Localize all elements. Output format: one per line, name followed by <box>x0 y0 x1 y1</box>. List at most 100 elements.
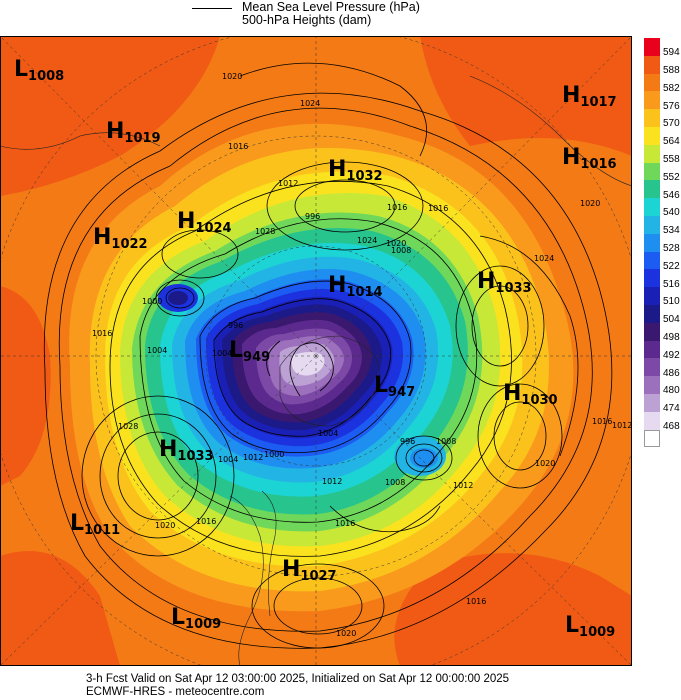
isobar-label: 1008 <box>385 478 405 487</box>
isobar-label: 1016 <box>428 204 448 213</box>
isobar-label: 1004 <box>212 349 232 358</box>
isobar-label: 1004 <box>318 429 338 438</box>
isobar-line-sample <box>192 8 232 9</box>
pressure-center: H1030 <box>503 381 558 408</box>
colorbar-label: 582 <box>663 82 680 94</box>
colorbar-label: 564 <box>663 136 680 148</box>
map-frame <box>0 36 632 666</box>
isobar-label: 1020 <box>580 199 600 208</box>
isobar-label: 1016 <box>335 519 355 528</box>
colorbar-swatch <box>644 73 660 92</box>
pressure-center: H1022 <box>93 225 148 252</box>
isobar-label: 1024 <box>300 99 320 108</box>
colorbar-swatch <box>644 358 660 377</box>
isobar-label: 1020 <box>222 72 242 81</box>
colorbar-label: 528 <box>663 242 680 254</box>
colorbar-label: 492 <box>663 349 680 361</box>
colorbar-label: 540 <box>663 207 680 219</box>
colorbar-label: 594 <box>663 47 680 59</box>
pressure-center: L1008 <box>14 57 64 84</box>
isobar-labels: 1020 1024 1016 1012 996 1028 1016 1016 1… <box>92 72 632 638</box>
colorbar-label: 552 <box>663 171 680 183</box>
isobar-label: 1020 <box>535 459 555 468</box>
isobar-label: 1024 <box>357 236 377 245</box>
weather-map: 1020 1024 1016 1012 996 1028 1016 1016 1… <box>0 36 632 666</box>
isobar-label: 1016 <box>466 597 486 606</box>
pressure-center: H1019 <box>106 119 161 146</box>
colorbar-swatch <box>644 429 660 448</box>
isobar-label: 1012 <box>612 421 632 430</box>
forecast-valid-text: 3-h Fcst Valid on Sat Apr 12 03:00:00 20… <box>86 673 510 685</box>
colorbar-swatch <box>644 198 660 216</box>
colorbar-swatch <box>644 215 660 234</box>
isobar-label: 1016 <box>196 517 216 526</box>
colorbar-label: 504 <box>663 314 680 326</box>
colorbar-swatch <box>644 251 660 270</box>
pressure-center: L1011 <box>70 511 120 538</box>
legend-heights-label: 500-hPa Heights (dam) <box>242 13 372 27</box>
pressure-center: H1024 <box>177 209 232 236</box>
isobar-label: 1028 <box>255 227 275 236</box>
colorbar-swatch <box>644 126 660 145</box>
colorbar-label: 486 <box>663 367 680 379</box>
isobar-label: 1020 <box>336 629 356 638</box>
isobar-label: 996 <box>305 212 320 221</box>
isobar-label: 1000 <box>142 297 162 306</box>
colorbar-swatch <box>644 144 660 163</box>
height-field-594-nw <box>0 36 220 196</box>
colorbar-label: 474 <box>663 403 680 415</box>
colorbar-swatch <box>644 393 660 412</box>
colorbar-label: 498 <box>663 331 680 343</box>
colorbar-swatch <box>644 376 660 394</box>
colorbar <box>644 38 660 448</box>
pressure-center: L947 <box>374 373 415 400</box>
pressure-center: H1032 <box>328 157 383 184</box>
colorbar-label: 522 <box>663 260 680 272</box>
colorbar-swatch <box>644 304 660 323</box>
isobar-label: 1016 <box>592 417 612 426</box>
colorbar-label: 576 <box>663 100 680 112</box>
height-field-594-w <box>0 286 51 486</box>
isobar-label: 1012 <box>243 453 263 462</box>
colorbar-swatch <box>644 38 660 56</box>
colorbar-label: 534 <box>663 225 680 237</box>
pressure-center: L1009 <box>171 605 221 632</box>
isobar-label: 1012 <box>453 481 473 490</box>
map-legend: Mean Sea Level Pressure (hPa) 500-hPa He… <box>0 0 681 34</box>
colorbar-swatch <box>644 162 660 181</box>
pressure-center: L949 <box>229 338 270 365</box>
colorbar-swatch <box>644 180 660 199</box>
isobar-label: 1020 <box>155 521 175 530</box>
pressure-center: H1017 <box>562 83 617 110</box>
colorbar-swatch <box>644 91 660 110</box>
colorbar-swatch <box>644 322 660 341</box>
isobar-label: 1004 <box>218 455 238 464</box>
isobar-label: 1008 <box>391 246 411 255</box>
colorbar-swatch <box>644 340 660 359</box>
isobar-label: 1012 <box>278 179 298 188</box>
pressure-center: H1014 <box>328 273 383 300</box>
isobar-label: 1016 <box>228 142 248 151</box>
colorbar-swatch <box>644 269 660 288</box>
colorbar-swatch <box>644 233 660 252</box>
colorbar-label: 570 <box>663 118 680 130</box>
source-credit: ECMWF-HRES - meteocentre.com <box>86 686 265 698</box>
pressure-center: H1027 <box>282 557 337 584</box>
height-field-594-se <box>394 553 632 666</box>
colorbar-label: 468 <box>663 420 680 432</box>
pressure-center: H1016 <box>562 145 617 172</box>
colorbar-swatch <box>644 109 660 127</box>
coastlines <box>0 75 632 666</box>
isobar-label: 996 <box>228 321 243 330</box>
colorbar-label: 516 <box>663 278 680 290</box>
isobar-label: 1024 <box>534 254 554 263</box>
isobar-label: 1012 <box>322 477 342 486</box>
colorbar-label: 480 <box>663 385 680 397</box>
isobar-label: 1004 <box>147 346 167 355</box>
colorbar-swatch <box>644 55 660 74</box>
colorbar-swatch <box>644 287 660 305</box>
legend-mslp-label: Mean Sea Level Pressure (hPa) <box>242 0 420 14</box>
isobar-label: 1016 <box>387 203 407 212</box>
isobar-label: 1008 <box>436 437 456 446</box>
height-field-594-sw <box>0 551 120 666</box>
